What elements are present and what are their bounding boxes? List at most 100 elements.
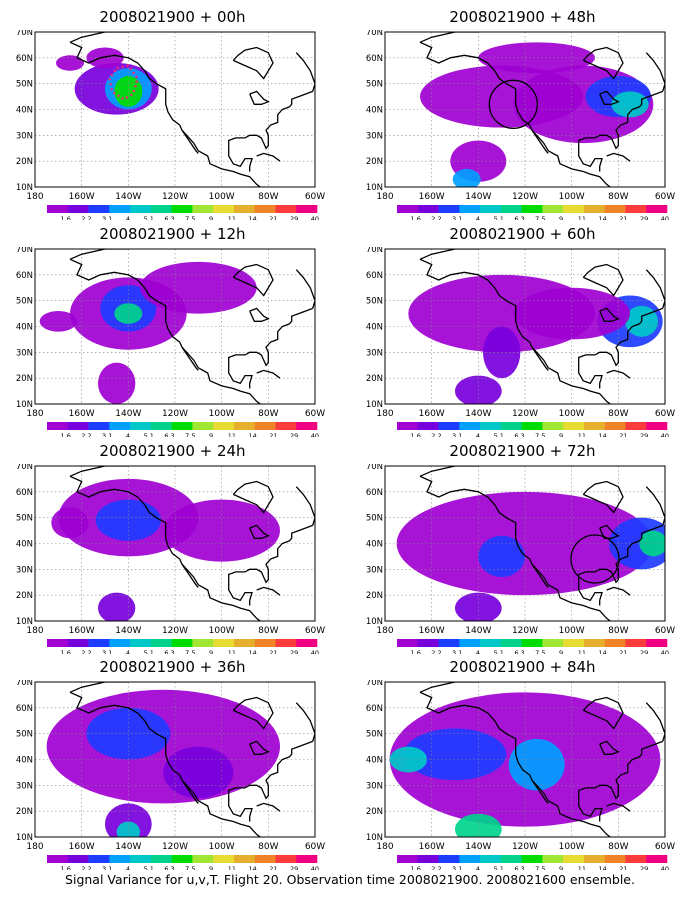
lon-label: 100W — [559, 842, 585, 852]
colorbar-swatch — [171, 639, 193, 647]
lat-label: 30N — [366, 131, 383, 141]
colorbar-swatch — [254, 422, 276, 430]
lon-label: 80W — [608, 842, 628, 852]
lon-label: 180 — [376, 842, 393, 852]
colorbar-swatch — [192, 205, 214, 213]
colorbar-swatch — [109, 855, 131, 863]
lon-label: 120W — [162, 409, 188, 419]
highlight-circle — [570, 534, 620, 584]
lat-label: 10N — [366, 183, 383, 193]
colorbar-label: 2.2 — [81, 649, 91, 654]
colorbar-swatch — [646, 639, 668, 647]
colorbar: 1.6 2.2 3.1 4 5.1 6.3 7.5 9 11 14 21 29 40 — [397, 205, 669, 220]
lat-label: 30N — [366, 565, 383, 575]
lat-label: 10N — [16, 833, 33, 843]
variance-contour — [116, 821, 140, 837]
lat-label: 20N — [366, 591, 383, 601]
lon-label: 180 — [26, 409, 43, 419]
panel-title: 2008021900 + 84h — [449, 658, 596, 676]
colorbar-swatch — [88, 639, 110, 647]
colorbar: 1.6 2.2 3.1 4 5.1 6.3 7.5 9 11 14 21 29 40 — [397, 855, 669, 870]
colorbar-label: 4 — [126, 649, 130, 654]
lat-label: 50N — [366, 80, 383, 90]
colorbar-label: 5.1 — [494, 432, 504, 437]
lat-label: 30N — [16, 131, 33, 141]
lat-label: 50N — [366, 730, 383, 740]
map-frame — [384, 31, 666, 188]
colorbar-label: 5.1 — [144, 649, 154, 654]
coastline — [419, 32, 665, 187]
colorbar-swatch — [275, 422, 297, 430]
colorbar-label: 7.5 — [185, 215, 195, 220]
colorbar-swatch — [459, 855, 481, 863]
lat-label: 30N — [16, 781, 33, 791]
colorbar-swatch — [542, 639, 564, 647]
coastline — [419, 682, 665, 837]
map-panel-00h: 2008021900 + 00h 70N 60N 50N 40N 30N 20N 10N 18… — [5, 8, 340, 220]
map-panel-48h: 2008021900 + 48h 70N 60N 50N 40N 30N 20N 10N 18… — [355, 8, 690, 220]
map-panel-72h: 2008021900 + 72h 70N 60N 50N 40N 30N 20N 10N 18… — [355, 442, 690, 654]
colorbar-label: 14 — [598, 649, 606, 654]
coastline — [419, 249, 665, 404]
colorbar-swatch — [88, 855, 110, 863]
colorbar-label: 1.6 — [61, 432, 71, 437]
lat-label: 70N — [16, 30, 33, 38]
lat-label: 50N — [16, 297, 33, 307]
map-panel-84h: 2008021900 + 84h 70N 60N 50N 40N 30N 20N 10N 18… — [355, 658, 690, 870]
colorbar-label: 2.2 — [431, 865, 441, 870]
lon-label: 140W — [465, 626, 491, 636]
colorbar-label: 7.5 — [535, 215, 545, 220]
colorbar-swatch — [583, 639, 605, 647]
gridlines — [385, 682, 665, 837]
lat-label: 10N — [16, 183, 33, 193]
lon-label: 100W — [559, 626, 585, 636]
variance-contour — [51, 507, 89, 539]
lon-label: 120W — [162, 192, 188, 202]
colorbar-swatch — [542, 855, 564, 863]
lon-label: 120W — [512, 626, 538, 636]
lat-label: 70N — [366, 30, 383, 38]
colorbar-label: 6.3 — [514, 649, 524, 654]
colorbar-swatch — [417, 422, 439, 430]
panel-title: 2008021900 + 12h — [99, 225, 246, 243]
colorbar-swatch — [459, 422, 481, 430]
lat-label: 20N — [366, 157, 383, 167]
colorbar-label: 6.3 — [514, 215, 524, 220]
lat-label: 40N — [366, 540, 383, 550]
colorbar-swatch — [67, 422, 89, 430]
colorbar-label: 29 — [640, 432, 648, 437]
colorbar-swatch — [213, 422, 235, 430]
map-panel-36h: 2008021900 + 36h 70N 60N 50N 40N 30N 20N 10N 18… — [5, 658, 340, 870]
lat-label: 40N — [366, 756, 383, 766]
lat-label: 60N — [16, 54, 33, 64]
colorbar-swatch — [254, 639, 276, 647]
colorbar-swatch — [397, 639, 419, 647]
lat-label: 20N — [16, 807, 33, 817]
colorbar-label: 4 — [126, 432, 130, 437]
colorbar-label: 9 — [209, 215, 213, 220]
colorbar-label: 40 — [661, 432, 669, 437]
lon-label: 180 — [26, 192, 43, 202]
colorbar-swatch — [646, 855, 668, 863]
colorbar-swatch — [542, 205, 564, 213]
lon-label: 180 — [26, 842, 43, 852]
colorbar-label: 6.3 — [164, 215, 174, 220]
colorbar-label: 21 — [619, 865, 627, 870]
lat-label: 20N — [16, 157, 33, 167]
colorbar-swatch — [542, 422, 564, 430]
colorbar-swatch — [130, 205, 152, 213]
colorbar-swatch — [275, 205, 297, 213]
colorbar-label: 4 — [476, 432, 480, 437]
colorbar-swatch — [233, 205, 255, 213]
colorbar-label: 7.5 — [535, 865, 545, 870]
colorbar-swatch — [438, 422, 460, 430]
coastline — [419, 466, 665, 621]
panel-title: 2008021900 + 36h — [99, 658, 246, 676]
colorbar-label: 29 — [640, 649, 648, 654]
colorbar-swatch — [150, 205, 172, 213]
lon-label: 80W — [258, 192, 278, 202]
colorbar: 1.6 2.2 3.1 4 5.1 6.3 7.5 9 11 14 21 29 40 — [47, 422, 319, 437]
lon-label: 100W — [559, 409, 585, 419]
